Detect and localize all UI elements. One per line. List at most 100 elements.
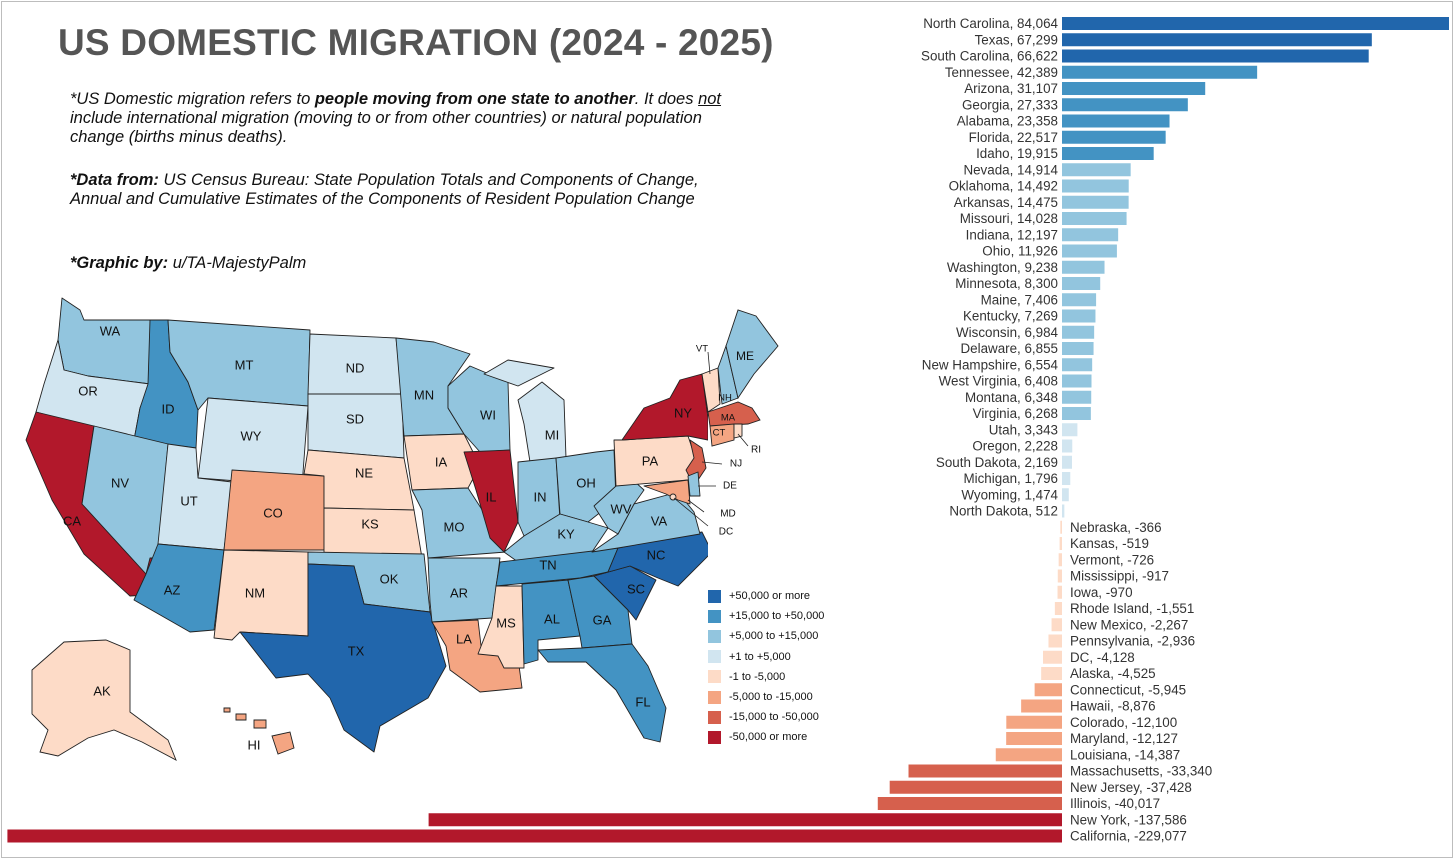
bar-indiana [1062,228,1119,242]
label-AZ: AZ [164,582,181,597]
label-IA: IA [435,454,448,469]
label-FL: FL [635,694,650,709]
legend-label: -50,000 or more [729,731,808,744]
state-VT [701,367,721,413]
bar-kentucky [1062,309,1096,323]
bar-new-york [428,813,1062,827]
bar-colorado [1006,715,1062,729]
label-NH: NH [718,393,732,404]
label-IN: IN [534,489,547,504]
bar-label: Maryland, -12,127 [1070,731,1178,746]
bar-label: Hawaii, -8,876 [1070,699,1156,714]
legend-item: -1 to -5,000 [708,667,824,687]
bar-label: Pennsylvania, -2,936 [1070,634,1195,649]
bar-label: Kentucky, 7,269 [963,309,1058,324]
bar-label: Iowa, -970 [1070,585,1133,600]
bar-label: Missouri, 14,028 [960,211,1058,226]
legend-item: +50,000 or more [708,586,824,606]
legend-item: -5,000 to -15,000 [708,687,824,707]
label-CT: CT [713,428,726,439]
bar-california [7,829,1062,843]
new-england-map [31,309,779,761]
bar-label: Virginia, 6,268 [973,406,1058,421]
label-VT: VT [696,344,708,355]
label-AK: AK [93,683,111,698]
bar-wisconsin [1062,325,1095,339]
bar-delaware [1062,342,1094,355]
bar-utah [1062,423,1078,437]
label-SD: SD [346,411,364,426]
bar-label: Alaska, -4,525 [1070,666,1156,681]
label-CO: CO [263,505,283,520]
bar-illinois [877,797,1062,810]
state-FL [537,643,667,743]
bar-wyoming [1062,488,1069,502]
definition-underlined: not [698,90,722,108]
bar-label: West Virginia, 6,408 [939,374,1058,389]
legend-swatch [708,629,721,643]
bar-nebraska [1060,520,1062,534]
legend-item: -50,000 or more [708,727,824,747]
bar-arkansas [1062,195,1129,209]
bar-florida [1062,130,1166,144]
credit-text: u/TA-MajestyPalm [168,254,307,272]
label-AR: AR [450,585,468,600]
label-WY: WY [241,428,262,443]
definition-bold: people moving from one state to another [314,90,635,108]
bar-label: Mississippi, -917 [1070,569,1169,584]
state-LA [431,619,523,693]
definition-prefix: *US Domestic migration refers to [70,90,315,108]
bar-label: Nebraska, -366 [1070,520,1162,535]
bar-montana [1062,390,1092,404]
bar-label: North Carolina, 84,064 [923,16,1058,31]
bar-label: Alabama, 23,358 [957,114,1058,129]
bar-arizona [1062,82,1206,95]
label-PA: PA [642,453,659,468]
credit-note: *Graphic by: u/TA-MajestyPalm [70,254,750,273]
bar-dc [1042,650,1062,664]
label-NY: NY [674,405,692,420]
label-OR: OR [78,383,98,398]
legend-swatch [708,690,721,704]
label-KY: KY [557,526,575,541]
bar-label: Idaho, 19,915 [976,146,1058,161]
bar-pennsylvania [1048,634,1062,648]
map-state-labels: WA OR CA ID NV MT WY UT AZ CO NM ND SD N… [63,323,761,752]
page-title: US DOMESTIC MIGRATION (2024 - 2025) [58,22,774,63]
state-DE [687,471,701,497]
bar-label: Illinois, -40,017 [1070,796,1160,811]
bar-label: California, -229,077 [1070,829,1187,844]
bar-ohio [1062,244,1117,258]
bar-label: Tennessee, 42,389 [945,65,1058,80]
bar-label: Georgia, 27,333 [962,97,1058,112]
label-KS: KS [361,516,379,531]
label-RI: RI [751,445,761,456]
bar-maine [1062,293,1097,307]
label-TN: TN [539,557,556,572]
label-MN: MN [414,387,434,402]
label-GA: GA [593,612,612,627]
bar-label: New Mexico, -2,267 [1070,617,1188,632]
bar-vermont [1058,553,1062,567]
bar-label: Kansas, -519 [1070,536,1149,551]
bar-label: Wisconsin, 6,984 [956,325,1059,340]
map-legend: +50,000 or more +15,000 to +50,000 +5,000 … [708,586,824,748]
bar-label: North Dakota, 512 [949,504,1058,519]
label-AL: AL [544,611,560,626]
bar-mississippi [1057,569,1062,583]
bar-south-dakota [1062,455,1072,469]
label-ND: ND [346,360,365,375]
legend-label: +15,000 to +50,000 [729,610,825,623]
bar-texas [1062,33,1372,47]
bar-kansas [1059,537,1062,550]
state-MD [643,479,691,505]
label-NE: NE [355,465,373,480]
bar-minnesota [1062,277,1101,290]
legend-label: +50,000 or more [729,590,811,603]
label-LA: LA [456,631,472,646]
bar-label: DC, -4,128 [1070,650,1135,665]
legend-label: +1 to +5,000 [729,650,791,663]
label-DE: DE [723,481,737,492]
bar-connecticut [1034,683,1062,697]
